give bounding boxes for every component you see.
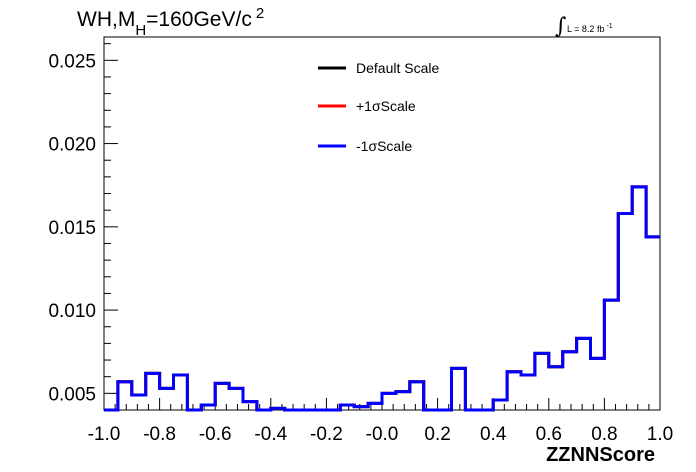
x-tick-label: 1.0 <box>647 424 673 445</box>
legend-label: Default Scale <box>356 60 439 76</box>
luminosity-exponent: -1 <box>606 23 612 30</box>
x-axis: -1.0 -0.8 -0.6 -0.4 -0.2 -0.0 0.2 0.4 0.6 0.8 1.0 <box>88 398 673 445</box>
chart-title: WH,MH=160GeV/c 2 <box>77 5 264 39</box>
plot-frame <box>103 36 661 411</box>
legend-label: -1σScale <box>356 138 412 154</box>
x-axis-label: ZZNNScore <box>546 444 655 466</box>
x-tick-label: -0.4 <box>254 424 287 445</box>
luminosity-text: L = 8.2 fb <box>567 24 604 34</box>
y-tick-label: 0.025 <box>48 51 96 72</box>
x-tick-label: 0.6 <box>536 424 562 445</box>
x-tick-label: -1.0 <box>88 424 121 445</box>
x-tick-label: 0.8 <box>591 424 617 445</box>
x-tick-label: -0.2 <box>310 424 343 445</box>
svg-text:L = 8.2 fb-1: L = 8.2 fb -1 <box>567 23 613 34</box>
x-tick-label: -0.0 <box>366 424 399 445</box>
integral-icon: ∫ <box>555 14 567 39</box>
y-tick-label: 0.020 <box>48 135 96 156</box>
x-tick-label: -0.6 <box>199 424 232 445</box>
legend: Default Scale +1σScale -1σScale <box>318 60 439 154</box>
series-layer <box>104 185 660 412</box>
y-tick-label: 0.015 <box>48 218 96 239</box>
luminosity-label: ∫ L = 8.2 fb -1 <box>555 14 613 39</box>
series-line-2 <box>104 185 660 412</box>
y-tick-label: 0.005 <box>48 384 96 405</box>
y-tick-label: 0.010 <box>48 301 96 322</box>
x-tick-label: 0.2 <box>424 424 450 445</box>
legend-label: +1σScale <box>356 98 416 114</box>
x-tick-label: -0.8 <box>143 424 176 445</box>
y-axis: 0.005 0.010 0.015 0.020 0.025 <box>48 43 118 411</box>
x-tick-label: 0.4 <box>480 424 507 445</box>
